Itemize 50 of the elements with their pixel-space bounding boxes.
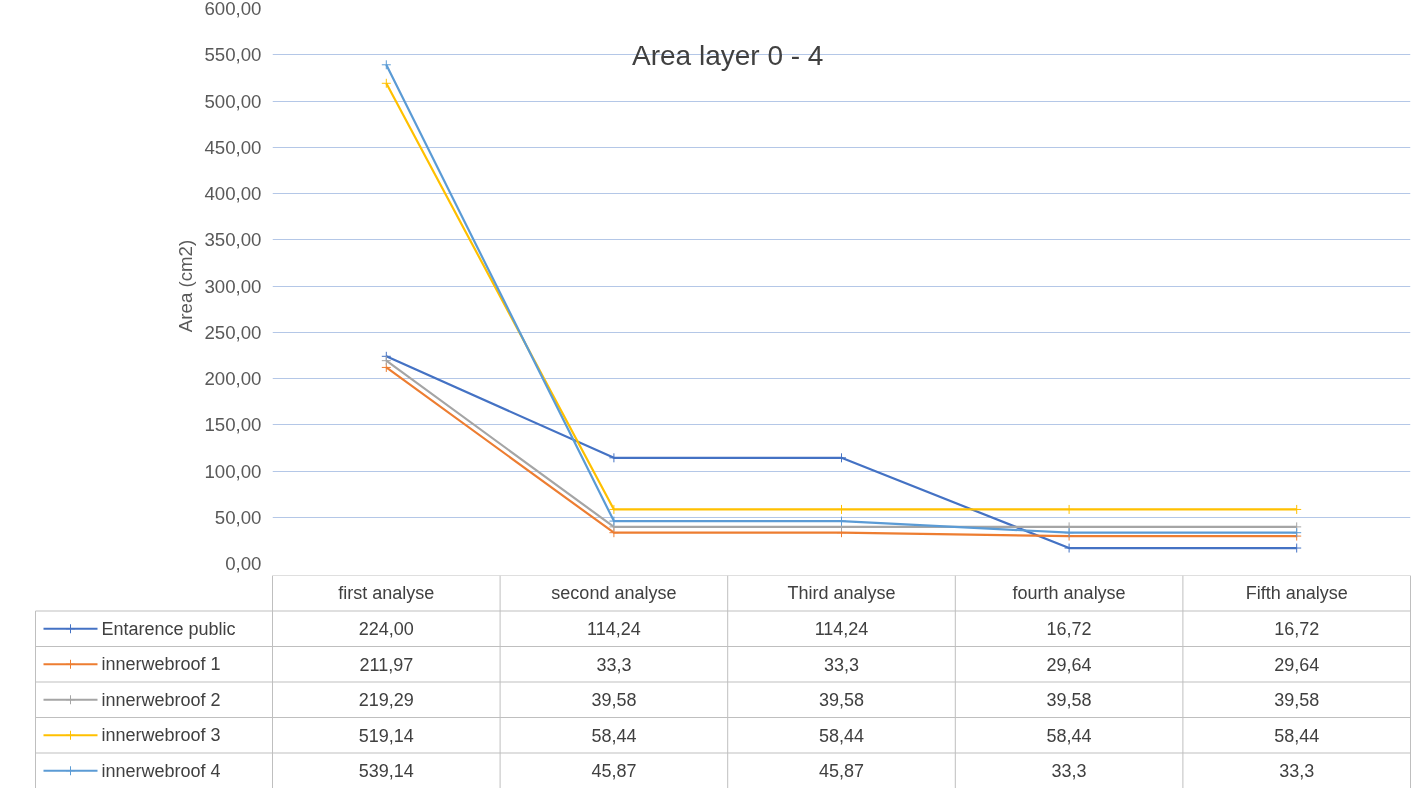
legend-label: innerwebroof 1 (101, 654, 221, 675)
data-label: 33,3 (823, 654, 860, 675)
data-label: 224,00 (358, 619, 414, 640)
data-label: 16,72 (1046, 619, 1092, 640)
y-tick-label: 200,00 (204, 368, 262, 389)
x-tick-label: second analyse (551, 583, 677, 604)
data-label: 58,44 (1046, 725, 1092, 746)
data-label: 29,64 (1046, 654, 1092, 675)
data-label: 45,87 (591, 761, 637, 782)
legend-label: Entarence public (101, 618, 236, 639)
data-label: 29,64 (1274, 654, 1320, 675)
data-label: 114,24 (587, 619, 641, 640)
text: Area layer 0 - 4 (631, 40, 824, 72)
y-axis-title: Area (cm2) (175, 239, 197, 333)
y-tick-label: 100,00 (204, 460, 262, 482)
y-tick-label: 50,00 (214, 506, 262, 528)
y-tick-label: 400,00 (204, 183, 262, 204)
y-tick-label: 0,00 (225, 553, 262, 574)
data-label: 219,29 (358, 690, 414, 711)
data-label: 39,58 (1274, 690, 1320, 711)
x-tick-label: first analyse (338, 583, 435, 604)
y-tick-label: 450,00 (204, 136, 262, 158)
data-label: 519,14 (358, 725, 414, 746)
data-label: 58,44 (1274, 725, 1320, 746)
legend-label: innerwebroof 2 (101, 689, 221, 710)
data-label: 114,24 (814, 619, 869, 640)
data-label: 16,72 (1274, 619, 1320, 640)
y-tick-label: 350,00 (204, 229, 262, 251)
legend-label: innerwebroof 3 (101, 725, 221, 746)
y-tick-label: 300,00 (204, 275, 262, 297)
y-tick-label: 150,00 (204, 414, 262, 436)
x-tick-label: Fifth analyse (1245, 583, 1348, 604)
y-tick-label: 500,00 (204, 90, 262, 112)
data-label: 39,58 (1046, 690, 1092, 711)
y-tick-label: 600,00 (204, 0, 262, 19)
data-label: 211,97 (359, 654, 414, 675)
data-label: 33,3 (1051, 761, 1087, 782)
y-tick-label: 550,00 (204, 44, 262, 66)
data-label: 39,58 (591, 690, 637, 711)
data-label: 58,44 (818, 725, 865, 746)
data-label: 539,14 (358, 761, 414, 782)
data-label: 58,44 (591, 725, 637, 746)
legend-label: innerwebroof 4 (101, 760, 221, 781)
data-label: 33,3 (596, 654, 632, 675)
data-label: 33,3 (1279, 761, 1315, 782)
x-tick-label: Third analyse (787, 583, 896, 604)
y-tick-label: 250,00 (204, 321, 262, 343)
data-label: 39,58 (818, 690, 865, 711)
x-tick-label: fourth analyse (1012, 583, 1126, 604)
data-label: 45,87 (818, 761, 865, 782)
